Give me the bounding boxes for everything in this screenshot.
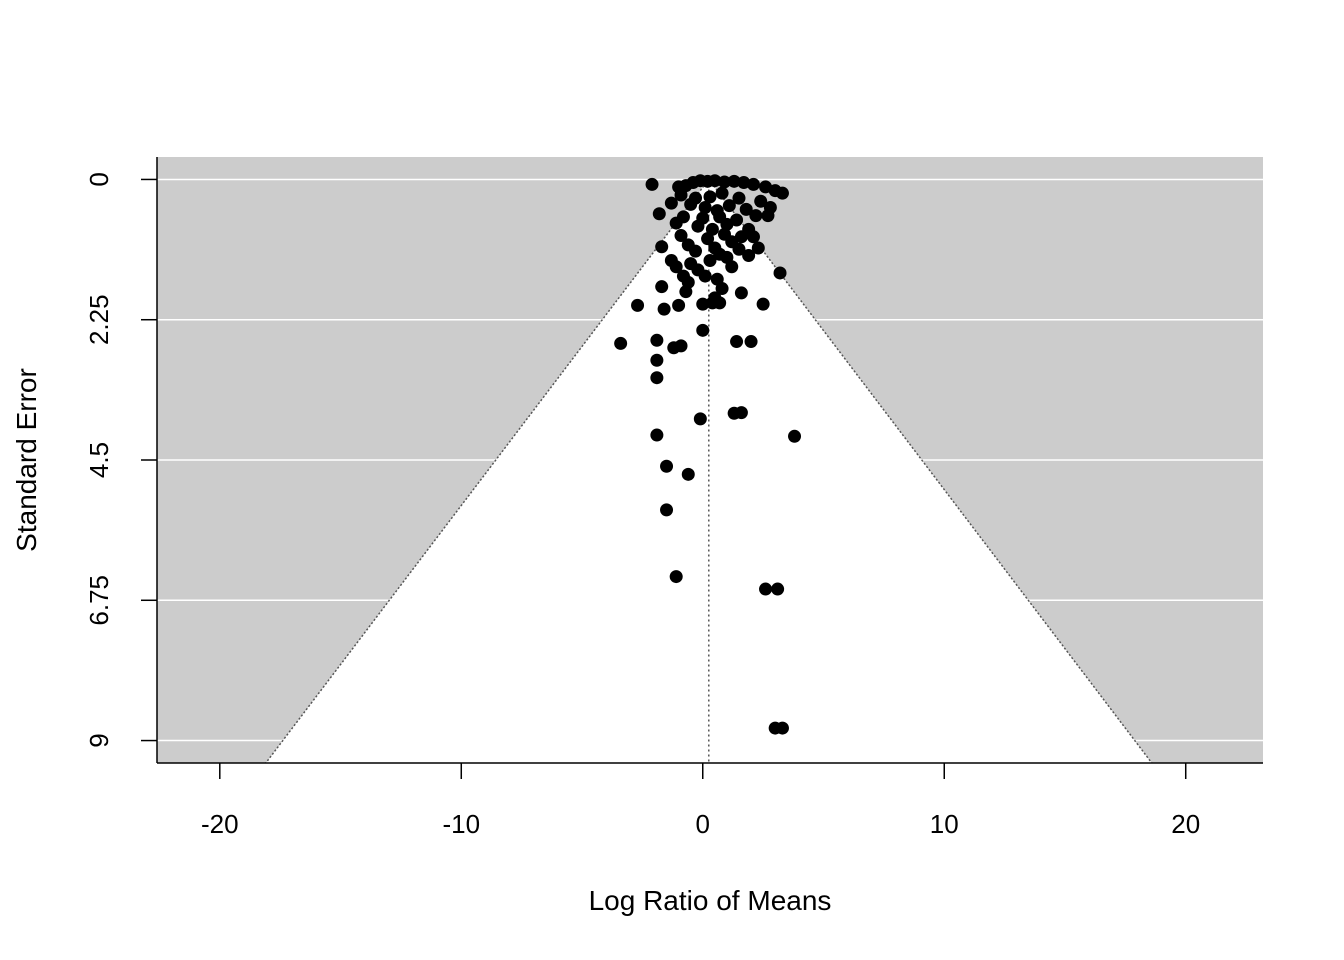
data-point-77	[696, 323, 710, 337]
data-point-6	[708, 174, 722, 188]
data-point-17	[715, 186, 729, 200]
data-point-51	[751, 241, 765, 255]
data-point-75	[705, 296, 719, 310]
data-point-37	[720, 217, 734, 231]
data-point-84	[650, 353, 664, 367]
data-point-95	[759, 582, 773, 596]
data-point-66	[655, 280, 669, 294]
data-point-46	[746, 230, 760, 244]
data-point-93	[660, 503, 674, 517]
data-point-31	[730, 213, 744, 227]
x-axis-title: Log Ratio of Means	[589, 885, 832, 916]
x-tick-label-0: -20	[201, 809, 239, 839]
data-point-69	[734, 286, 748, 300]
data-point-21	[684, 197, 698, 211]
data-point-81	[674, 339, 688, 353]
data-point-50	[732, 242, 746, 256]
x-axis-ticks: -20 -10 0 10 20	[201, 763, 1200, 839]
data-point-88	[693, 412, 707, 426]
data-point-83	[744, 335, 758, 349]
x-tick-label-4: 20	[1171, 809, 1200, 839]
data-point-65	[715, 282, 729, 296]
data-point-64	[698, 269, 712, 283]
data-point-8	[727, 174, 741, 188]
data-point-98	[775, 721, 789, 735]
data-point-56	[742, 249, 756, 263]
data-point-76	[756, 297, 770, 311]
data-point-25	[739, 202, 753, 216]
data-point-92	[681, 467, 695, 481]
y-tick-label-3: 6.75	[84, 575, 114, 626]
data-point-24	[722, 199, 736, 213]
data-point-61	[773, 266, 787, 280]
data-point-90	[788, 429, 802, 443]
y-axis-title: Standard Error	[11, 368, 42, 552]
data-point-7	[717, 175, 731, 189]
data-point-79	[650, 333, 664, 347]
data-point-39	[674, 229, 688, 243]
data-point-27	[652, 207, 666, 221]
x-tick-label-3: 10	[930, 809, 959, 839]
data-point-16	[703, 190, 717, 204]
data-point-35	[691, 219, 705, 233]
data-point-10	[746, 177, 760, 191]
data-point-20	[664, 196, 678, 210]
data-point-96	[771, 582, 785, 596]
data-point-94	[669, 570, 683, 584]
data-point-48	[689, 244, 703, 258]
data-point-78	[614, 336, 628, 350]
y-axis-ticks: 0 2.25 4.5 6.75 9	[84, 172, 157, 748]
y-tick-label-4: 9	[84, 733, 114, 747]
data-point-22	[698, 201, 712, 214]
y-tick-label-2: 4.5	[84, 442, 114, 478]
data-point-60	[725, 260, 739, 274]
y-tick-label-1: 2.25	[84, 294, 114, 345]
data-point-13	[775, 186, 789, 200]
data-point-0	[645, 177, 659, 191]
x-tick-label-1: -10	[442, 809, 480, 839]
data-point-42	[734, 230, 748, 244]
data-point-72	[657, 302, 671, 316]
x-tick-label-2: 0	[696, 809, 710, 839]
y-tick-label-0: 0	[84, 172, 114, 186]
data-point-73	[672, 298, 686, 312]
data-point-89	[650, 428, 664, 442]
data-point-67	[679, 285, 693, 299]
data-point-74	[696, 297, 710, 311]
data-point-19	[754, 194, 768, 208]
data-point-18	[732, 191, 746, 205]
data-point-62	[669, 260, 683, 274]
data-point-71	[631, 298, 645, 312]
data-point-33	[761, 209, 775, 223]
data-point-85	[650, 371, 664, 385]
data-point-34	[669, 216, 683, 230]
data-point-14	[674, 188, 688, 202]
data-point-32	[749, 209, 763, 223]
data-point-9	[737, 176, 751, 190]
data-point-87	[734, 406, 748, 420]
data-point-54	[703, 253, 717, 267]
data-point-82	[730, 335, 744, 349]
data-point-47	[655, 240, 669, 254]
data-point-91	[660, 459, 674, 473]
data-points	[614, 174, 802, 735]
data-point-40	[701, 232, 715, 246]
